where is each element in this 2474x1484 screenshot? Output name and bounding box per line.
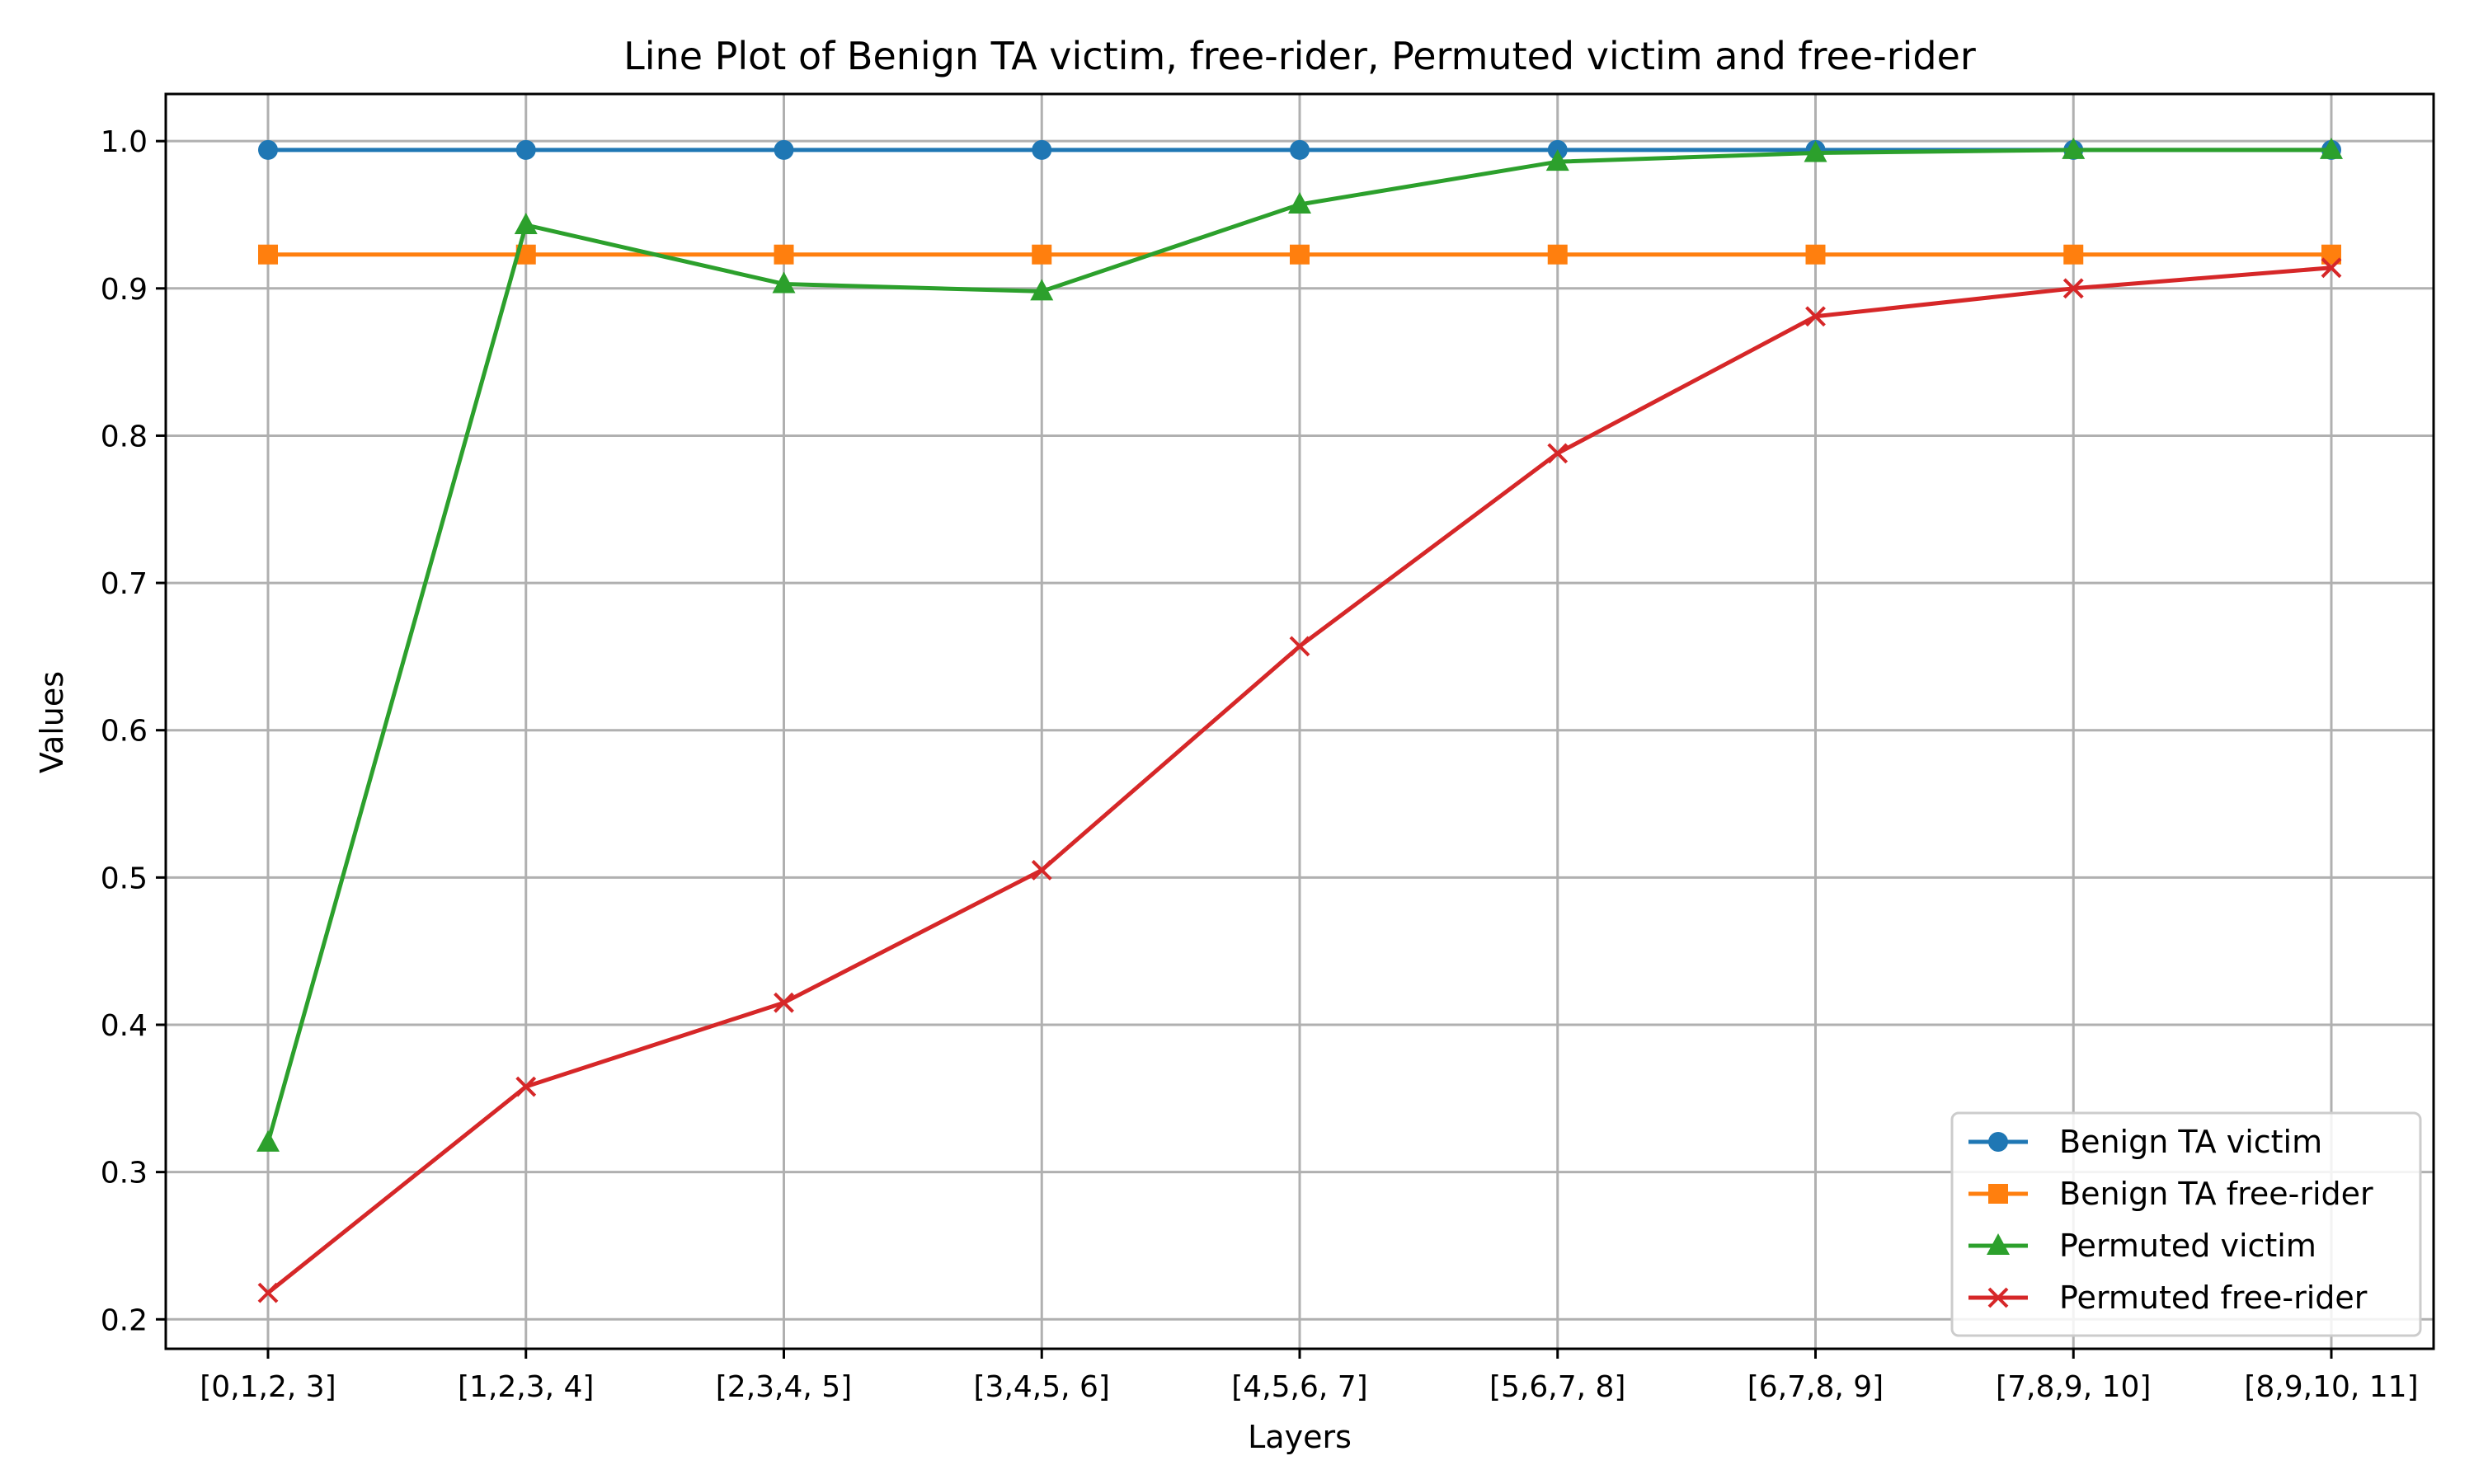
data-point-square xyxy=(1988,1184,2008,1204)
data-point-x xyxy=(1547,443,1569,464)
data-point-triangle xyxy=(256,1129,280,1152)
y-axis-label: Values xyxy=(34,671,70,773)
legend-label: Permuted victim xyxy=(2059,1228,2316,1264)
series-permuted-victim xyxy=(256,137,2343,1152)
data-point-circle xyxy=(515,139,536,160)
data-point-x xyxy=(774,992,794,1013)
data-point-triangle xyxy=(2320,137,2343,159)
data-point-square xyxy=(2063,244,2084,265)
x-marker-stroke xyxy=(1289,636,1310,657)
y-tick-label: 0.2 xyxy=(101,1303,148,1337)
data-point-circle xyxy=(774,139,794,160)
y-tick-label: 0.8 xyxy=(101,420,148,453)
x-marker-stroke xyxy=(2321,257,2342,279)
x-tick-label: [5,6,7, 8] xyxy=(1489,1370,1625,1404)
y-tick-label: 1.0 xyxy=(101,125,148,159)
data-point-square xyxy=(258,244,278,265)
x-tick-label: [1,2,3, 4] xyxy=(458,1370,594,1404)
axis-ticks: [0,1,2, 3] [1,2,3, 4] [2,3,4, 5] [3,4,5, 6]… xyxy=(101,125,2419,1404)
y-tick-label: 0.4 xyxy=(101,1009,148,1043)
y-tick-label: 0.6 xyxy=(101,715,148,749)
x-marker-stroke xyxy=(1547,443,1569,464)
x-axis-label: Layers xyxy=(1248,1419,1352,1455)
data-point-triangle xyxy=(1030,279,1054,301)
data-point-x xyxy=(1987,1287,2009,1308)
data-point-x xyxy=(1805,306,1826,327)
data-point-x xyxy=(1289,636,1310,657)
series-benign-ta-free-rider xyxy=(258,244,2341,265)
legend-label: Benign TA free-rider xyxy=(2059,1176,2373,1212)
x-tick-label: [6,7,8, 9] xyxy=(1747,1370,1884,1404)
chart-title: Line Plot of Benign TA victim, free-ride… xyxy=(623,34,1976,78)
x-marker-stroke xyxy=(1805,306,1826,327)
data-point-circle xyxy=(1290,139,1310,160)
data-point-square xyxy=(1290,244,1310,265)
legend: Benign TA victim Benign TA free-rider Perm… xyxy=(1950,1111,2422,1337)
x-marker-stroke xyxy=(774,992,794,1013)
x-tick-label: [7,8,9, 10] xyxy=(1996,1370,2151,1404)
x-marker-stroke xyxy=(2062,278,2084,299)
series-group xyxy=(256,137,2343,1303)
x-tick-label: [0,1,2, 3] xyxy=(200,1370,336,1404)
legend-item: Benign TA free-rider xyxy=(1968,1176,2373,1212)
data-point-square xyxy=(1032,244,1052,265)
x-marker-stroke xyxy=(1031,860,1052,881)
data-point-circle xyxy=(1988,1132,2008,1152)
y-tick-label: 0.7 xyxy=(101,567,148,601)
legend-label: Permuted free-rider xyxy=(2059,1280,2368,1316)
legend-item: Permuted free-rider xyxy=(1968,1280,2368,1316)
data-point-triangle xyxy=(514,212,538,234)
data-point-x xyxy=(515,1076,537,1097)
x-marker-stroke xyxy=(515,1076,537,1097)
x-marker-stroke xyxy=(257,1282,279,1303)
data-point-x xyxy=(2062,278,2084,299)
y-tick-label: 0.9 xyxy=(101,273,148,307)
legend-label: Benign TA victim xyxy=(2059,1124,2322,1160)
legend-item: Benign TA victim xyxy=(1968,1124,2322,1160)
data-point-square xyxy=(774,244,794,265)
data-point-x xyxy=(1031,860,1052,881)
y-tick-label: 0.3 xyxy=(101,1157,148,1190)
x-tick-label: [2,3,4, 5] xyxy=(716,1370,852,1404)
data-point-triangle xyxy=(1987,1233,2010,1255)
data-point-x xyxy=(2321,257,2342,279)
data-point-triangle xyxy=(1545,149,1569,171)
data-point-square xyxy=(1805,244,1826,265)
x-tick-label: [4,5,6, 7] xyxy=(1231,1370,1367,1404)
data-point-circle xyxy=(258,139,278,160)
series-permuted-free-rider xyxy=(257,257,2342,1303)
x-tick-label: [8,9,10, 11] xyxy=(2244,1370,2418,1404)
data-point-triangle xyxy=(772,271,796,294)
legend-box xyxy=(1950,1111,2422,1337)
y-tick-label: 0.5 xyxy=(101,862,148,895)
data-point-square xyxy=(1547,244,1568,265)
data-point-triangle xyxy=(2062,137,2086,159)
x-marker-stroke xyxy=(1987,1287,2009,1308)
legend-item: Permuted victim xyxy=(1968,1228,2316,1264)
data-point-triangle xyxy=(1804,140,1827,162)
x-tick-label: [3,4,5, 6] xyxy=(974,1370,1110,1404)
data-point-x xyxy=(257,1282,279,1303)
data-point-triangle xyxy=(1288,191,1311,214)
data-point-circle xyxy=(1032,139,1052,160)
